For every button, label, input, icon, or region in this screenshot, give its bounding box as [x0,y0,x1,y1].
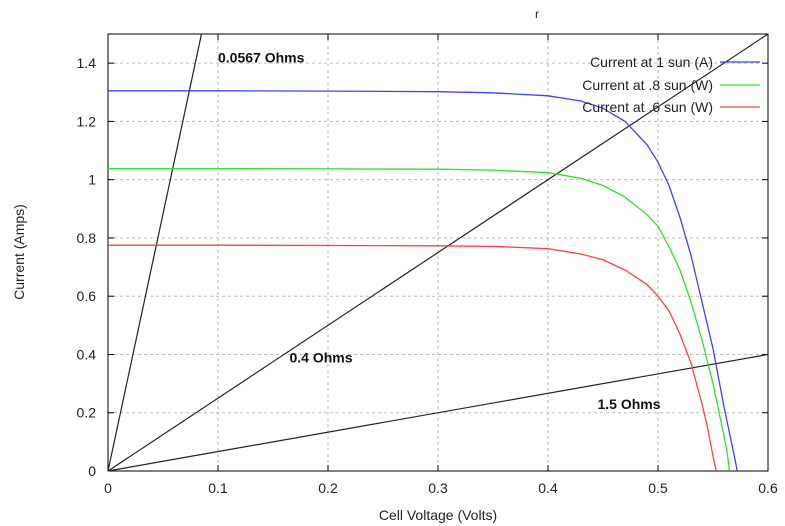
series-group [108,90,738,472]
y-tick-label: 1.2 [77,113,97,129]
y-tick-label: 0 [88,463,96,479]
x-tick-label: 0.3 [428,480,448,496]
load-line [107,33,769,472]
annotations: 0.0567 Ohms 0.4 Ohms 1.5 Ohms [218,49,661,412]
x-tick-label: 0.6 [758,480,778,496]
x-axis-title: Cell Voltage (Volts) [379,507,497,523]
x-tick-label: 0.5 [648,480,668,496]
y-tick-label: 0.8 [77,230,97,246]
series-line [108,167,731,472]
annotation-label: 1.5 Ohms [598,396,661,412]
grid [108,34,768,471]
load-lines [107,33,769,472]
y-axis-title: Current (Amps) [11,204,27,300]
y-axis: 0 0.2 0.4 0.6 0.8 1 1.2 1.4 [77,55,768,479]
legend-entry-label: Current at .6 sun (W) [582,99,713,115]
load-line [107,33,203,472]
series-line [108,244,717,472]
series-line [108,90,738,472]
y-tick-label: 0.6 [77,288,97,304]
chart-title: r [535,7,539,21]
legend: Current at 1 sun (A) Current at .8 sun (W… [582,54,760,115]
y-tick-label: 1.4 [77,55,97,71]
y-tick-label: 0.2 [77,405,97,421]
x-tick-label: 0 [104,480,112,496]
y-tick-label: 1 [88,172,96,188]
legend-entry-label: Current at .8 sun (W) [582,77,713,93]
x-tick-label: 0.4 [538,480,558,496]
legend-entry-label: Current at 1 sun (A) [590,54,713,70]
load-line [107,353,769,472]
annotation-label: 0.0567 Ohms [218,49,305,65]
x-tick-label: 0.1 [208,480,228,496]
x-tick-label: 0.2 [318,480,338,496]
annotation-label: 0.4 Ohms [290,349,353,365]
y-tick-label: 0.4 [77,346,97,362]
x-axis: 0 0.1 0.2 0.3 0.4 0.5 0.6 [104,34,778,496]
